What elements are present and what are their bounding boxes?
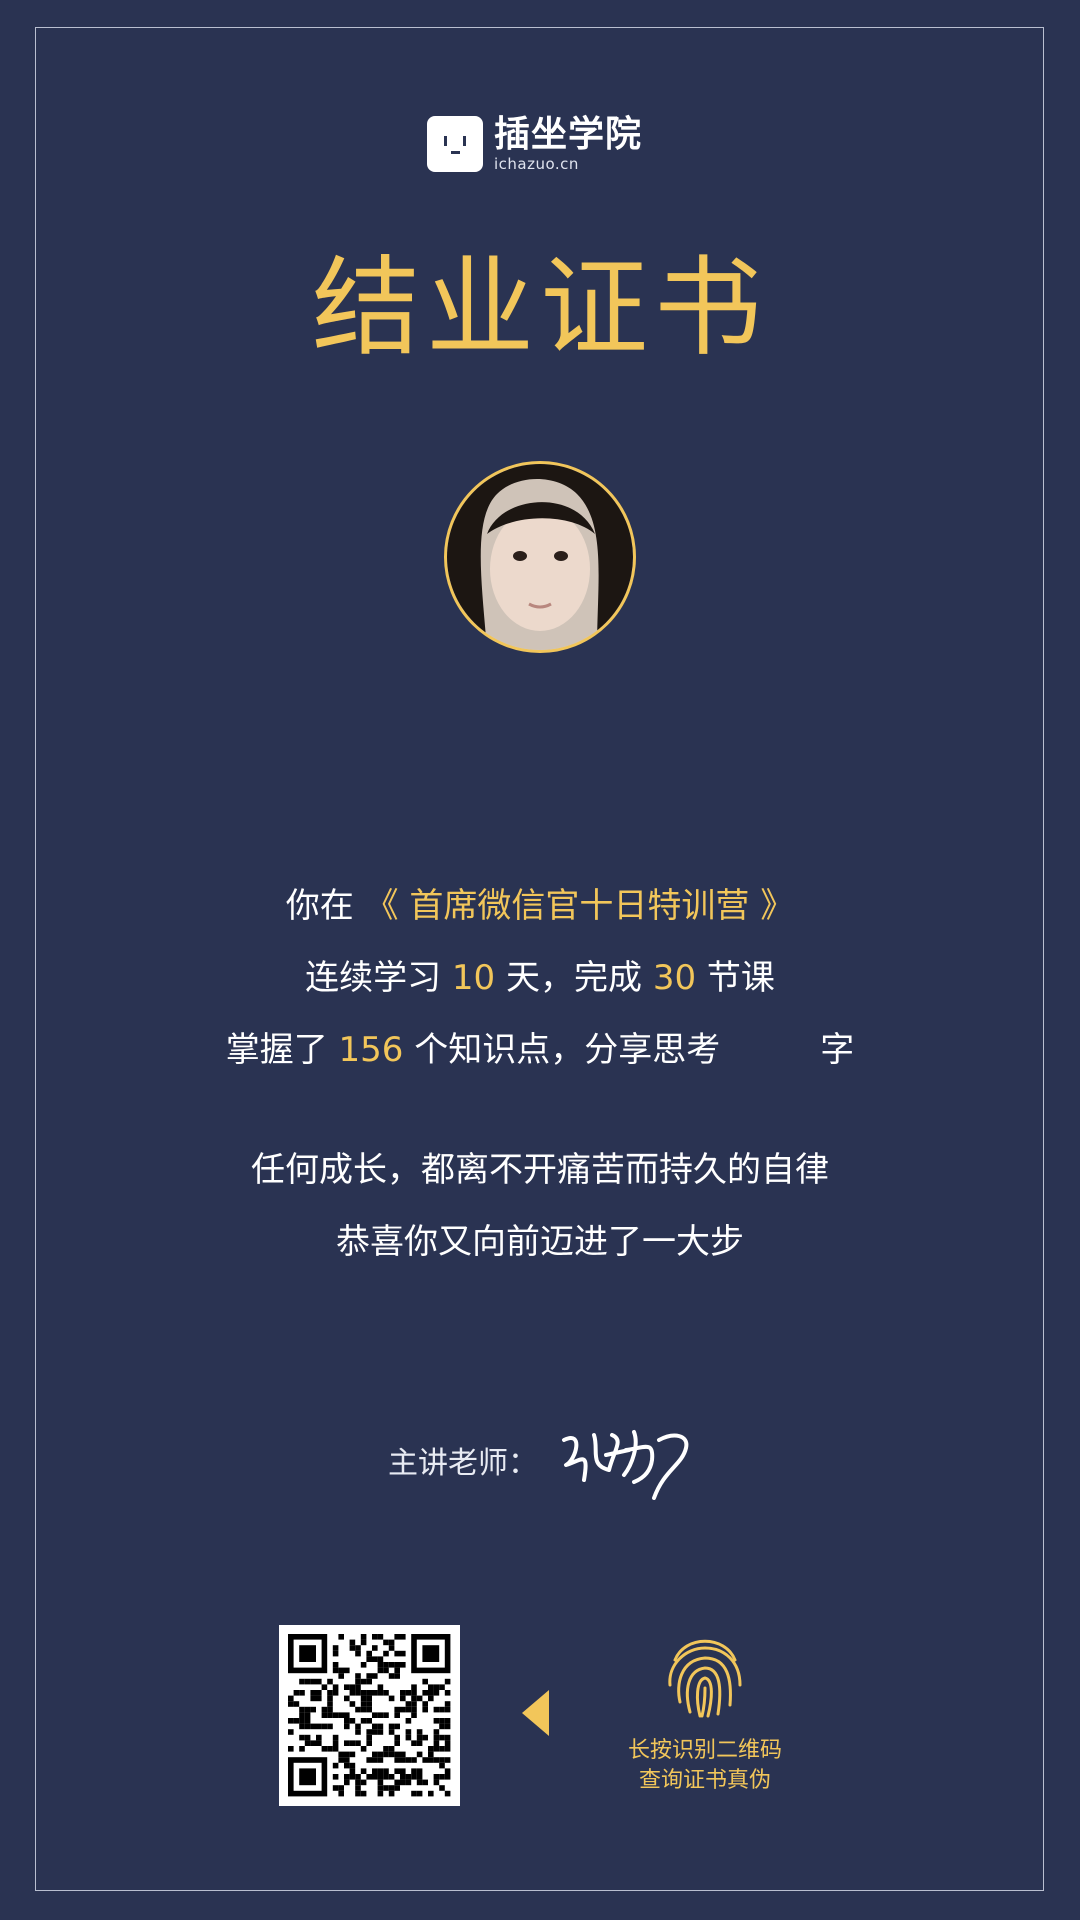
days-count: 10 bbox=[451, 958, 496, 998]
teacher-signature bbox=[562, 1430, 689, 1500]
points-count: 156 bbox=[338, 1030, 404, 1070]
arrow-left-icon bbox=[522, 1690, 549, 1736]
qr-hint-line-2: 查询证书真伪 bbox=[638, 1768, 771, 1793]
knowledge-line: 掌握了 156 个知识点，分享思考字 bbox=[225, 1030, 855, 1070]
motto-line-2: 恭喜你又向前迈进了一大步 bbox=[336, 1222, 744, 1262]
motto-line-1: 任何成长，都离不开痛苦而持久的自律 bbox=[251, 1150, 829, 1190]
logo-url: ichazuo.cn bbox=[494, 154, 579, 173]
study-days-line: 连续学习 10 天，完成 30 节课 bbox=[305, 958, 775, 998]
certificate-title: 结业证书 bbox=[311, 246, 768, 371]
qr-hint: 长按识别二维码 查询证书真伪 bbox=[600, 1736, 810, 1796]
certificate-border bbox=[35, 27, 1044, 1891]
fingerprint-icon bbox=[660, 1630, 750, 1724]
teacher-line: 主讲老师： bbox=[388, 1420, 704, 1500]
avatar-photo bbox=[447, 464, 633, 650]
course-line: 你在 《 首席微信官十日特训营 》 bbox=[285, 886, 795, 926]
qr-code[interactable] bbox=[279, 1625, 460, 1806]
course-name: 《 首席微信官十日特训营 》 bbox=[364, 886, 795, 926]
logo-name: 插坐学院 bbox=[494, 113, 643, 155]
qr-hint-line-1: 长按识别二维码 bbox=[627, 1738, 782, 1763]
lessons-count: 30 bbox=[652, 958, 697, 998]
teacher-label: 主讲老师： bbox=[388, 1446, 538, 1481]
logo: 插坐学院 ichazuo.cn bbox=[427, 115, 642, 173]
logo-icon bbox=[427, 116, 483, 172]
qr-code-image bbox=[288, 1634, 451, 1797]
avatar bbox=[444, 461, 636, 653]
